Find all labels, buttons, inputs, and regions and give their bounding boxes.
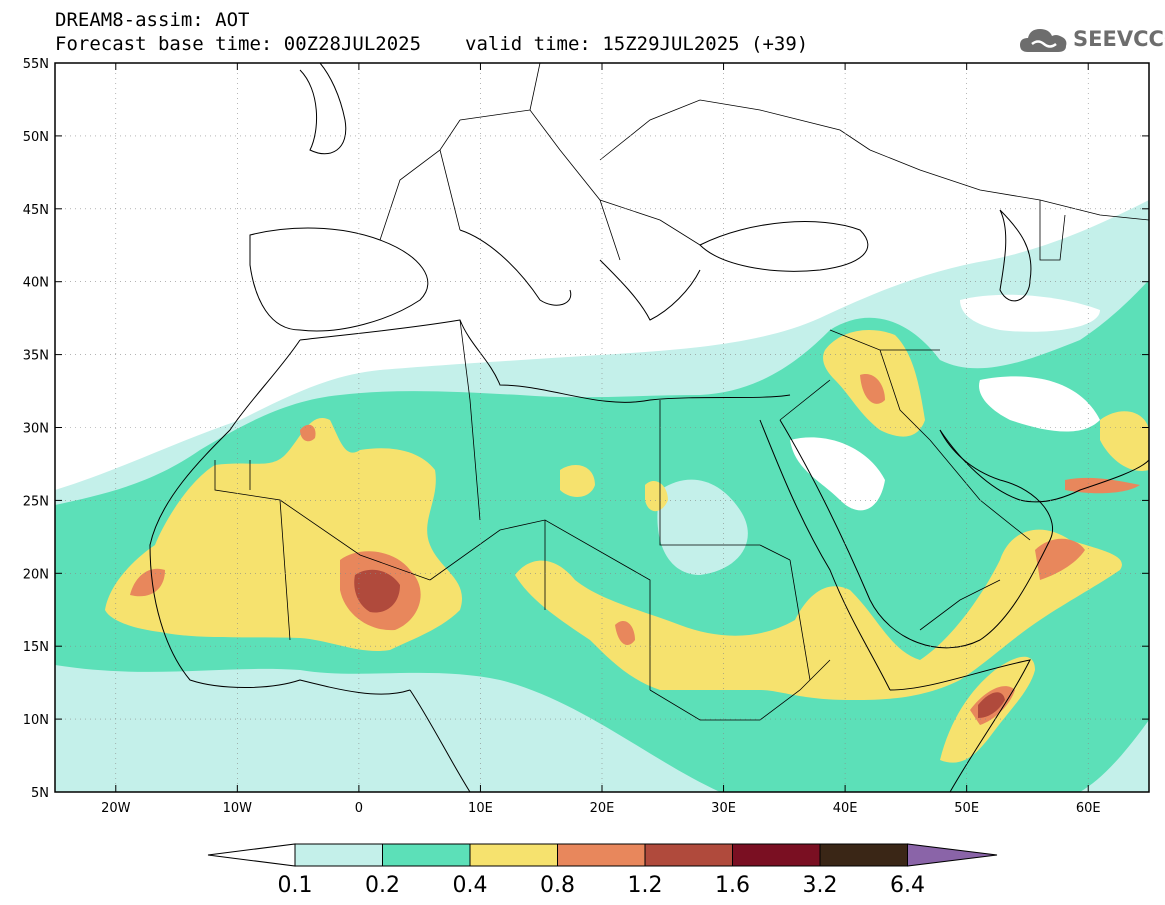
lon-tick-label: 20W bbox=[101, 801, 131, 816]
coast-arabia bbox=[779, 419, 1053, 649]
border-east-africa bbox=[649, 559, 831, 721]
aot-clear-central-asia bbox=[960, 294, 1100, 332]
border-central-asia bbox=[869, 149, 1149, 261]
lon-tick-label: 20E bbox=[590, 801, 615, 816]
coastlines bbox=[149, 63, 1149, 792]
colorbar-segment bbox=[732, 843, 821, 867]
map-title: DREAM8-assim: AOT bbox=[55, 9, 250, 31]
colorbar-segment bbox=[819, 843, 908, 867]
valid-time: valid time: 15Z29JUL2025 (+39) bbox=[465, 33, 809, 55]
colorbar-segment bbox=[469, 843, 558, 867]
coast-africa-west bbox=[149, 339, 411, 695]
colorbar-label: 1.2 bbox=[628, 873, 663, 898]
lon-tick-label: 10W bbox=[223, 801, 253, 816]
longitude-axis: 20W 10W 0 10E 20E 30E 40E 50E 60E bbox=[101, 63, 1101, 816]
lat-tick-label: 5N bbox=[31, 786, 49, 801]
lon-tick-label: 10E bbox=[468, 801, 493, 816]
colorbar-low-arrow bbox=[207, 843, 296, 867]
lon-tick-label: 30E bbox=[711, 801, 736, 816]
colorbar-label: 0.8 bbox=[540, 873, 575, 898]
seevccc-logo: SEEVCCC bbox=[1018, 22, 1165, 58]
cloud-icon bbox=[1020, 29, 1067, 52]
coast-britain bbox=[299, 63, 347, 155]
aot-clear-egypt bbox=[657, 479, 748, 575]
lat-tick-label: 15N bbox=[23, 640, 49, 655]
colorbar-label: 1.6 bbox=[715, 873, 750, 898]
colorbar-high-arrow bbox=[907, 843, 998, 867]
coast-caspian bbox=[999, 209, 1032, 302]
coast-iberia bbox=[249, 227, 429, 332]
logo-text: SEEVCCC bbox=[1073, 27, 1165, 51]
aot-clear-saudi bbox=[790, 437, 885, 511]
borders bbox=[214, 63, 1149, 721]
colorbar-segment bbox=[644, 843, 733, 867]
lat-tick-label: 10N bbox=[23, 713, 49, 728]
colorbar-segment bbox=[557, 843, 646, 867]
coast-gulf-guinea bbox=[409, 689, 471, 792]
aot-clear-iran bbox=[979, 376, 1100, 432]
lon-tick-label: 50E bbox=[954, 801, 979, 816]
aot-band-0.4-sahel bbox=[515, 529, 1122, 700]
border-west-africa bbox=[214, 460, 651, 690]
lat-tick-label: 50N bbox=[23, 130, 49, 145]
border-arabia bbox=[919, 439, 1031, 631]
colorbar-label: 0.4 bbox=[453, 873, 488, 898]
coast-africa-north bbox=[299, 319, 791, 403]
colorbar-segment bbox=[382, 843, 471, 867]
coast-persian-gulf bbox=[939, 429, 1149, 503]
border-europe bbox=[379, 63, 871, 261]
coast-greece bbox=[599, 259, 701, 321]
coast-horn bbox=[889, 659, 1031, 792]
lat-tick-label: 45N bbox=[23, 203, 49, 218]
lon-tick-label: 0 bbox=[355, 801, 363, 816]
lon-tick-label: 60E bbox=[1076, 801, 1101, 816]
coast-black-sea bbox=[699, 221, 869, 272]
colorbar-segment bbox=[294, 843, 383, 867]
aot-colorbar: 0.1 0.2 0.4 0.8 1.2 1.6 3.2 6.4 bbox=[207, 843, 998, 898]
colorbar-label: 3.2 bbox=[803, 873, 838, 898]
base-time: Forecast base time: 00Z28JUL2025 bbox=[55, 33, 422, 55]
lat-tick-label: 30N bbox=[23, 422, 49, 437]
lat-tick-label: 35N bbox=[23, 349, 49, 364]
lat-tick-label: 55N bbox=[23, 57, 49, 72]
lat-tick-label: 25N bbox=[23, 494, 49, 509]
colorbar-label: 0.1 bbox=[278, 873, 313, 898]
border-north-africa bbox=[459, 319, 791, 610]
coast-italy bbox=[459, 229, 572, 306]
lon-tick-label: 40E bbox=[833, 801, 858, 816]
coast-red-sea bbox=[759, 419, 891, 691]
border-middle-east bbox=[779, 329, 940, 441]
lat-tick-label: 40N bbox=[23, 276, 49, 291]
colorbar-label: 0.2 bbox=[365, 873, 400, 898]
latitude-axis: 5N 10N 15N 20N 25N 30N 35N 40N 45N 50N 55N bbox=[23, 57, 1149, 801]
colorbar-label: 6.4 bbox=[890, 873, 925, 898]
forecast-times: Forecast base time: 00Z28JUL2025 valid ti… bbox=[55, 33, 808, 55]
aot-map bbox=[54, 62, 1150, 793]
lat-tick-label: 20N bbox=[23, 567, 49, 582]
